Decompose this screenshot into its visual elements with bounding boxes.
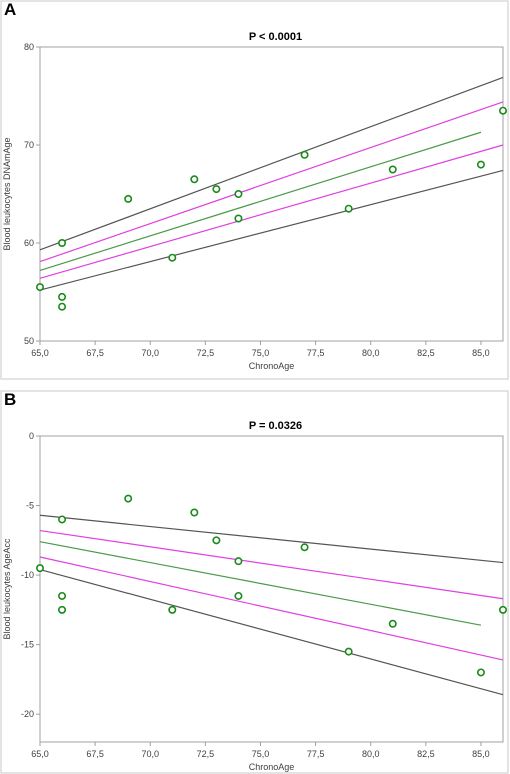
chart-a-x-tick-label: 67,5 xyxy=(86,348,104,358)
chart-a-data-point xyxy=(58,239,67,248)
chart-a-data-point xyxy=(344,204,353,213)
chart-a-data-point xyxy=(388,165,397,174)
chart-b: P = 0.0326 65,0 67,5 70,0 72,5 75,0 77,5 80,0 82… xyxy=(0,390,509,774)
chart-b-y-tick-label: -20 xyxy=(21,709,34,719)
chart-b-y-axis-label: Blood leukocytes AgeAcc xyxy=(2,538,12,640)
chart-b-data-point xyxy=(234,557,243,566)
chart-b-y-tick-label: 0 xyxy=(29,431,34,441)
chart-b-figure-border xyxy=(0,390,509,774)
chart-a-data-point xyxy=(58,302,67,311)
chart-a-line-upper-outer xyxy=(39,76,504,251)
chart-a-line-lower-inner xyxy=(39,144,504,279)
chart-b-data-point xyxy=(168,605,177,614)
chart-a-plot-frame xyxy=(39,46,504,342)
chart-b-data-point xyxy=(35,564,44,573)
chart-a-line-lower-outer xyxy=(39,169,504,291)
chart-a-y-tick-label: 50 xyxy=(24,336,34,346)
chart-a-x-tick-label: 70,0 xyxy=(141,348,159,358)
chart-a-data-point xyxy=(300,150,309,159)
chart-b-data-point xyxy=(190,508,199,517)
chart-a-data-point xyxy=(212,185,221,194)
chart-b-x-tick-label: 67,5 xyxy=(86,749,104,759)
chart-b-title: P = 0.0326 xyxy=(249,420,302,432)
chart-b-data-point xyxy=(124,494,133,503)
chart-a-x-axis-label: ChronoAge xyxy=(249,361,295,371)
chart-b-data-point xyxy=(498,605,507,614)
chart-b-data-point xyxy=(234,591,243,600)
chart-b-y-tick-label: -15 xyxy=(21,640,34,650)
chart-a-data-point xyxy=(58,292,67,301)
chart-b-line-lower-inner xyxy=(39,556,504,661)
chart-b-line-lower-outer xyxy=(39,568,504,696)
chart-a-title: P < 0.0001 xyxy=(249,31,302,43)
chart-b-x-tick-label: 80,0 xyxy=(362,749,380,759)
chart-b-data-point xyxy=(388,619,397,628)
chart-a-x-tick-label: 82,5 xyxy=(417,348,435,358)
chart-b-x-tick-label: 82,5 xyxy=(417,749,435,759)
chart-a-figure-border xyxy=(0,0,509,380)
chart-b-x-tick-label: 85,0 xyxy=(472,749,490,759)
chart-b-data-point xyxy=(476,668,485,677)
chart-b-x-tick-label: 70,0 xyxy=(141,749,159,759)
chart-b-y-tick-label: -5 xyxy=(26,501,34,511)
chart-a-data-point xyxy=(234,214,243,223)
chart-b-data-point xyxy=(300,543,309,552)
chart-a-data-point xyxy=(498,106,507,115)
chart-b-data-point xyxy=(344,647,353,656)
chart-b-x-tick-label: 65,0 xyxy=(31,749,49,759)
chart-a: P < 0.0001 65,0 67,5 70,0 72,5 75,0 77,5 80,0 82… xyxy=(0,0,509,380)
chart-a-data-point xyxy=(190,175,199,184)
chart-a-x-tick-label: 80,0 xyxy=(362,348,380,358)
chart-a-line-regression xyxy=(39,131,482,272)
chart-b-x-axis-label: ChronoAge xyxy=(249,762,295,772)
chart-a-line-upper-inner xyxy=(39,101,504,263)
chart-b-data-point xyxy=(58,515,67,524)
chart-b-x-tick-label: 72,5 xyxy=(197,749,215,759)
chart-b-line-upper-outer xyxy=(39,514,504,564)
chart-a-x-tick-label: 85,0 xyxy=(472,348,490,358)
chart-a-y-tick-label: 80 xyxy=(24,42,34,52)
chart-a-y-axis-label: Blood leukocytes DNAmAge xyxy=(2,137,12,250)
chart-b-line-regression xyxy=(39,541,482,626)
chart-a-data-point xyxy=(35,283,44,292)
panel-a-letter: A xyxy=(4,0,17,19)
chart-a-x-tick-label: 75,0 xyxy=(252,348,270,358)
chart-a-y-tick-label: 70 xyxy=(24,140,34,150)
chart-a-data-point xyxy=(168,253,177,262)
chart-a-x-tick-label: 72,5 xyxy=(197,348,215,358)
panel-b-letter: B xyxy=(4,390,17,409)
chart-b-plot-frame xyxy=(39,435,504,743)
chart-a-y-tick-label: 60 xyxy=(24,238,34,248)
chart-b-line-upper-inner xyxy=(39,529,504,600)
chart-a-data-point xyxy=(124,194,133,203)
chart-b-y-tick-label: -10 xyxy=(21,570,34,580)
chart-b-x-tick-label: 77,5 xyxy=(307,749,325,759)
chart-a-x-tick-label: 65,0 xyxy=(31,348,49,358)
chart-a-x-tick-label: 77,5 xyxy=(307,348,325,358)
chart-b-x-tick-label: 75,0 xyxy=(252,749,270,759)
chart-b-data-point xyxy=(212,536,221,545)
chart-a-data-point xyxy=(234,190,243,199)
chart-b-data-point xyxy=(58,591,67,600)
chart-a-data-point xyxy=(476,160,485,169)
chart-b-data-point xyxy=(58,605,67,614)
